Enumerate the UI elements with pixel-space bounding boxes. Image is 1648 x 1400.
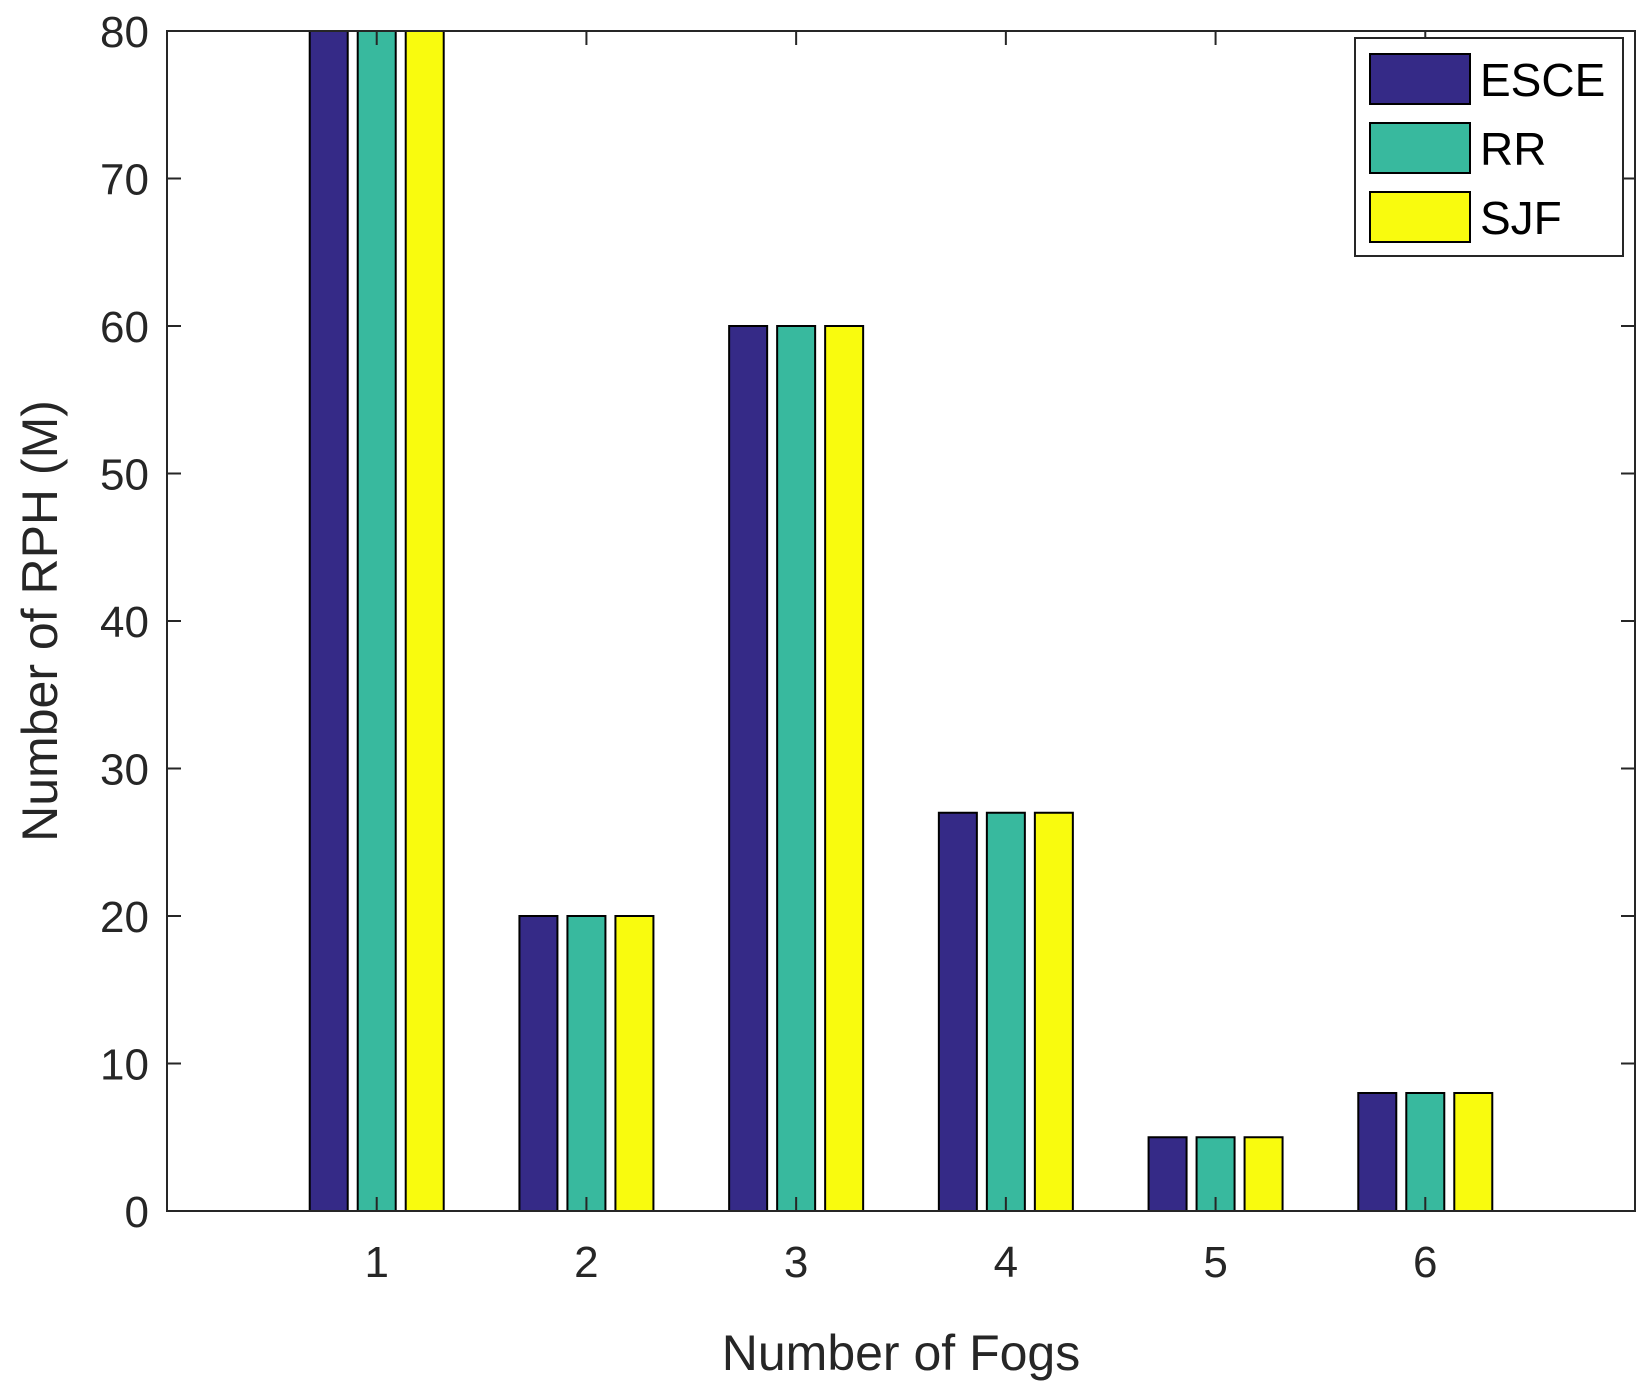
ticks-layer (167, 30, 1635, 1212)
bar-esce-6 (1357, 1092, 1398, 1212)
bars-layer (308, 30, 1494, 1212)
bar-esce-2 (518, 915, 559, 1212)
bar-rr-4 (985, 811, 1026, 1212)
y-tick-label: 80 (100, 8, 149, 57)
legend-label-rr: RR (1480, 123, 1546, 175)
bar-sjf-5 (1243, 1136, 1284, 1212)
legend-swatch-rr (1369, 122, 1471, 174)
x-tick-label: 6 (1413, 1238, 1437, 1287)
y-tick-label: 70 (100, 156, 149, 205)
bar-sjf-4 (1033, 811, 1074, 1212)
x-tick-label: 2 (574, 1238, 598, 1287)
legend: ESCE RR SJF (1354, 37, 1624, 257)
y-tick-label: 10 (100, 1041, 149, 1090)
axes-frame (166, 30, 1636, 1212)
bar-esce-5 (1147, 1136, 1188, 1212)
bar-esce-3 (728, 325, 769, 1212)
legend-swatch-esce (1369, 53, 1471, 105)
y-tick-label: 40 (100, 598, 149, 647)
x-tick-labels: 1 2 3 4 5 6 (364, 1238, 1437, 1287)
y-tick-label: 0 (125, 1188, 149, 1237)
y-tick-label: 30 (100, 746, 149, 795)
legend-label-sjf: SJF (1480, 192, 1562, 244)
x-tick-label: 3 (784, 1238, 808, 1287)
x-axis-title: Number of Fogs (722, 1325, 1080, 1381)
x-tick-label: 5 (1203, 1238, 1227, 1287)
bar-esce-1 (308, 30, 349, 1212)
legend-label-esce: ESCE (1480, 54, 1605, 106)
bar-esce-4 (937, 811, 978, 1212)
bar-sjf-1 (404, 30, 445, 1212)
y-tick-label: 60 (100, 303, 149, 352)
y-tick-label: 20 (100, 893, 149, 942)
legend-swatch-sjf (1369, 191, 1471, 243)
bar-rr-1 (356, 30, 397, 1212)
x-tick-label: 4 (994, 1238, 1018, 1287)
x-tick-label: 1 (364, 1238, 388, 1287)
bar-rr-6 (1405, 1092, 1446, 1212)
y-axis-title: Number of RPH (M) (12, 400, 68, 842)
bar-rr-2 (566, 915, 607, 1212)
y-tick-label: 50 (100, 451, 149, 500)
bar-sjf-2 (614, 915, 655, 1212)
bar-rr-3 (776, 325, 817, 1212)
bar-sjf-6 (1453, 1092, 1494, 1212)
y-tick-labels: 0 10 20 30 40 50 60 70 80 (100, 8, 149, 1237)
bar-sjf-3 (824, 325, 865, 1212)
